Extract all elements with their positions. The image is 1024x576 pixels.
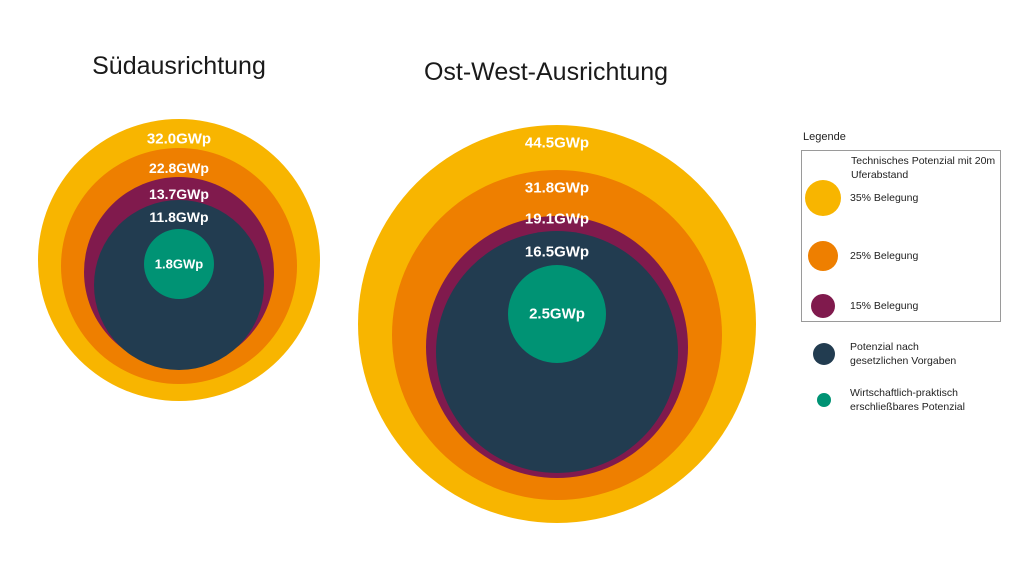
- legend-item-15: 15% Belegung: [811, 294, 918, 318]
- value-label-ost-west-4: 2.5GWp: [529, 306, 585, 323]
- legend-swatch-25: [808, 241, 838, 271]
- legend-label-wirtschaftlich: Wirtschaftlich-praktisch erschließbares …: [850, 387, 965, 413]
- value-label-ost-west-3: 16.5GWp: [525, 244, 589, 261]
- legend-title: Legende: [803, 131, 846, 143]
- value-label-sued-2: 13.7GWp: [149, 186, 209, 202]
- legend-item-35: 35% Belegung: [805, 180, 918, 216]
- legend-box-title: Technisches Potenzial mit 20m Uferabstan…: [851, 155, 996, 181]
- legend-box: Technisches Potenzial mit 20m Uferabstan…: [801, 150, 1001, 322]
- value-label-ost-west-0: 44.5GWp: [525, 135, 589, 152]
- value-label-ost-west-2: 19.1GWp: [525, 211, 589, 228]
- legend-item-gesetzlich: Potenzial nach gesetzlichen Vorgaben: [813, 340, 980, 368]
- chart-ost-west: 44.5GWp 31.8GWp 19.1GWp 16.5GWp 2.5GWp: [358, 125, 756, 523]
- legend-swatch-35: [805, 180, 841, 216]
- legend-item-25: 25% Belegung: [808, 241, 918, 271]
- value-label-sued-3: 11.8GWp: [149, 209, 208, 225]
- circle-sued-4: [144, 229, 214, 299]
- legend-label-15: 15% Belegung: [850, 300, 919, 312]
- legend-swatch-gesetzlich: [813, 343, 835, 365]
- value-label-ost-west-1: 31.8GWp: [525, 180, 589, 197]
- legend-swatch-wirtschaftlich: [817, 393, 831, 407]
- chart-title-sued: Südausrichtung: [92, 52, 266, 80]
- legend-swatch-15: [811, 294, 835, 318]
- chart-sued: 32.0GWp 22.8GWp 13.7GWp 11.8GWp 1.8GWp: [38, 119, 320, 401]
- value-label-sued-4: 1.8GWp: [155, 257, 203, 272]
- legend-label-gesetzlich: Potenzial nach gesetzlichen Vorgaben: [850, 341, 957, 367]
- legend-item-wirtschaftlich: Wirtschaftlich-praktisch erschließbares …: [817, 386, 990, 414]
- chart-title-ost-west: Ost-West-Ausrichtung: [423, 58, 669, 86]
- value-label-sued-1: 22.8GWp: [149, 160, 209, 176]
- legend-label-25: 25% Belegung: [850, 250, 919, 262]
- legend-label-35: 35% Belegung: [850, 192, 919, 204]
- circle-ost-west-4: [508, 265, 606, 363]
- value-label-sued-0: 32.0GWp: [147, 131, 211, 148]
